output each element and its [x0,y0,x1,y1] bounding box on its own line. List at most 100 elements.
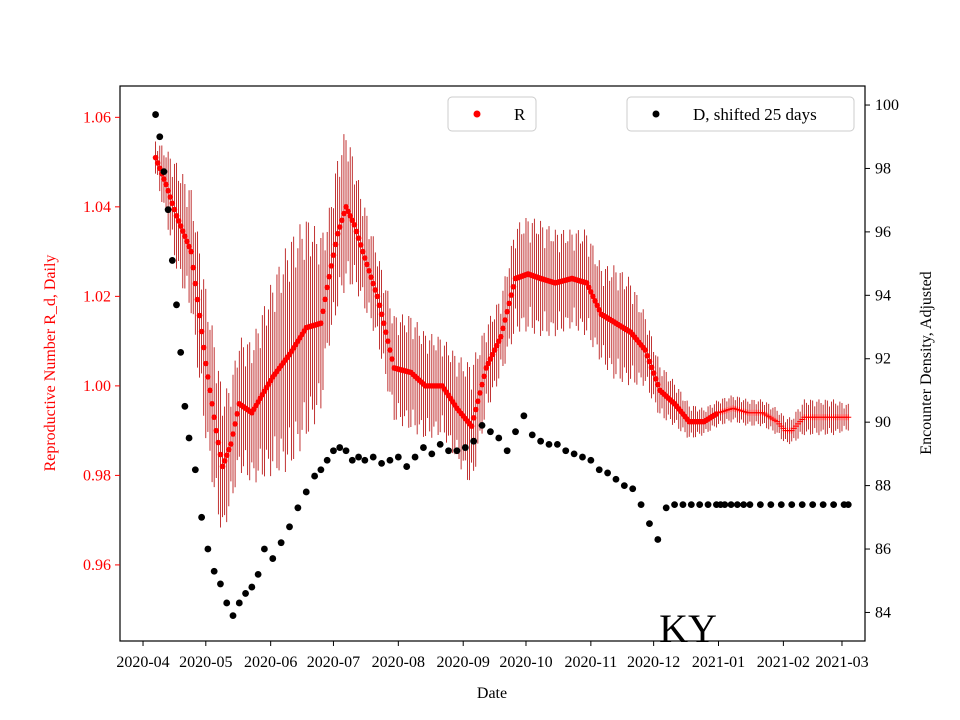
r-point [477,390,483,396]
r-point [215,439,222,446]
d-point [756,501,764,509]
d-point [654,536,662,543]
y-axis-left-label: Reproductive Number R_d, Daily [42,255,59,472]
x-tick-label: 2020-06 [244,654,297,671]
d-point [185,434,193,442]
d-point [819,501,827,509]
r-point [495,338,502,344]
r-point [336,224,343,230]
legend-r-marker [473,110,481,118]
x-tick-label: 2020-09 [437,654,490,671]
x-tick-label: 2021-01 [692,654,745,671]
d-point [470,437,478,445]
r-point [500,325,506,332]
d-point [204,545,212,553]
y-right-tick-label: 86 [875,541,891,558]
r-point [211,414,217,421]
r-point [217,451,224,458]
d-point [210,567,218,575]
d-point [844,501,852,509]
d-point [604,469,611,477]
r-point [648,364,655,371]
r-point [328,263,335,269]
r-point [646,358,653,365]
r-point [173,212,180,219]
d-point [733,501,741,509]
d-point [727,501,735,509]
r-point [324,284,330,291]
d-point [156,133,164,141]
y-right-tick-label: 96 [875,224,891,241]
r-point [207,387,213,394]
d-point [330,447,337,455]
d-point [394,453,402,461]
y-left-tick-label: 1.06 [83,109,111,126]
y-right-tick-label: 100 [875,97,899,114]
d-point [696,501,704,509]
d-point [461,444,469,451]
r-point [487,356,494,362]
d-point [788,501,796,509]
d-point [317,466,325,474]
r-point [334,230,341,237]
r-point [508,292,515,298]
r-point [167,194,174,200]
d-point [612,475,620,483]
r-point [351,221,358,228]
r-point [200,344,207,351]
d-point [746,501,754,509]
r-point [188,248,194,255]
r-point [845,414,852,421]
r-point [332,241,339,248]
r-point [485,360,492,367]
d-point [342,447,350,455]
r-point [219,463,226,470]
d-point [528,431,536,439]
r-point [382,329,389,335]
d-point [579,453,586,461]
r-point [213,427,220,434]
r-point [339,217,345,224]
y-right-tick-label: 84 [875,604,891,621]
r-point [190,264,197,271]
y-left-tick-label: 1.02 [83,288,111,305]
d-point [830,501,838,509]
legend-r-label: R [514,105,526,124]
r-point [165,187,171,194]
d-point [160,168,168,176]
legend-d: D, shifted 25 days [626,96,855,132]
y-right-tick-label: 90 [875,414,891,431]
r-point [186,243,192,250]
d-point [254,571,262,578]
r-point [179,228,186,234]
x-tick-label: 2020-12 [627,654,680,671]
y-right-tick-label: 92 [875,351,891,368]
r-point [378,311,385,318]
r-point [472,406,479,413]
r-point [223,452,230,459]
r-point [585,284,592,291]
d-point [311,472,319,480]
r-point [230,431,236,437]
legend-r: R [447,96,537,132]
r-point [345,208,351,215]
d-point [177,349,185,356]
d-point [323,456,331,464]
r-point [596,306,603,313]
d-point [286,523,293,531]
r-point [226,446,232,453]
r-point [353,228,360,235]
d-point [420,444,427,451]
r-point [341,210,347,217]
r-point [594,302,600,309]
r-point [368,274,374,280]
r-point [498,333,504,340]
d-point [503,447,511,455]
y-axis-right: 84 86 88 90 92 94 96 98 100 [865,97,899,621]
r-point [389,356,395,362]
d-point [191,466,199,474]
y-axis-left: 0.96 0.98 1.00 1.02 1.04 1.06 [83,109,120,574]
legend-r-box [447,96,537,132]
y-right-tick-label: 94 [875,287,891,304]
r-point [588,289,594,295]
